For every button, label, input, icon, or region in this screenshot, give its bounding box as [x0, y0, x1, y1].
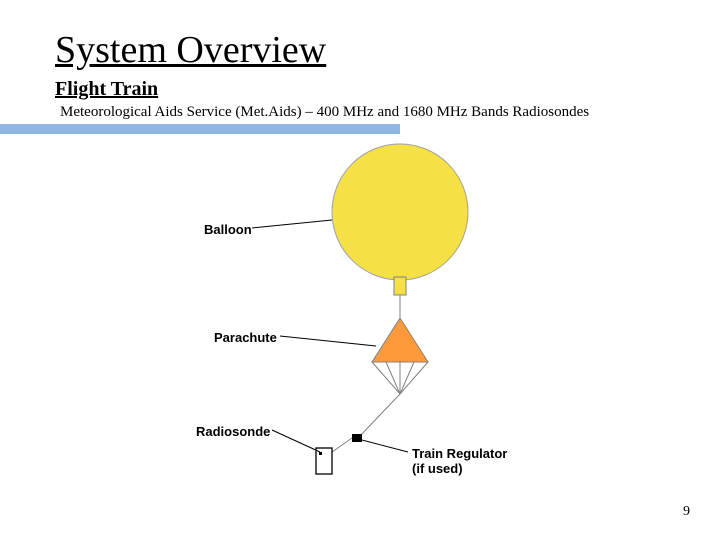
page-number: 9: [683, 504, 690, 520]
train-regulator-icon: [352, 434, 362, 442]
radiosonde-label: Radiosonde: [196, 424, 270, 439]
balloon-icon: [332, 144, 468, 280]
balloon-nozzle: [394, 277, 406, 295]
parachute-cords: [372, 362, 428, 394]
parachute-label: Parachute: [214, 330, 277, 345]
train-regulator-label: Train Regulator (if used): [412, 446, 507, 476]
tether-line-2: [358, 394, 400, 438]
parachute-icon: [372, 318, 428, 362]
radiosonde-icon: [316, 448, 332, 474]
flight-train-diagram: [0, 0, 720, 540]
radiosonde-inner: [319, 452, 322, 455]
balloon-leader-line: [252, 220, 332, 228]
train-regulator-label-line2: (if used): [412, 461, 463, 476]
radiosonde-leader-line: [272, 430, 320, 452]
train-regulator-label-line1: Train Regulator: [412, 446, 507, 461]
train-regulator-leader-line: [362, 440, 408, 452]
balloon-label: Balloon: [204, 222, 252, 237]
parachute-leader-line: [280, 336, 376, 346]
tether-line-3: [332, 438, 352, 452]
